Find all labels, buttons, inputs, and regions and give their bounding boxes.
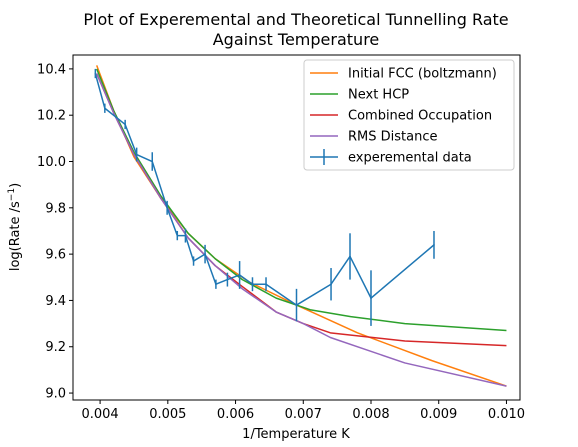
data-point xyxy=(124,123,126,126)
data-point xyxy=(433,244,435,246)
axes-ticks: 0.004 0.005 0.006 0.007 0.008 0.009 0.010 9.0 9.… xyxy=(37,62,525,422)
series-line-rms-distance xyxy=(96,73,507,387)
y-axis-label-superscript: −1 xyxy=(7,188,17,201)
x-tick-label: 0.005 xyxy=(149,407,186,422)
x-tick-label: 0.010 xyxy=(488,407,525,422)
legend-label: Initial FCC (boltzmann) xyxy=(348,67,497,82)
legend-frame xyxy=(303,59,515,171)
y-tick-label: 9.6 xyxy=(45,248,66,263)
series-line-next-hcp xyxy=(96,68,507,332)
legend-label: Next HCP xyxy=(348,88,409,103)
data-point xyxy=(349,255,351,258)
legend: Initial FCC (boltzmann) Next HCP Combined … xyxy=(303,59,515,171)
x-tick-label: 0.008 xyxy=(352,407,389,422)
data-point xyxy=(184,234,187,237)
legend-label: experemental data xyxy=(348,151,472,166)
data-point xyxy=(226,278,229,281)
legend-label: Combined Occupation xyxy=(348,109,492,124)
data-point xyxy=(215,283,217,286)
x-tick-label: 0.007 xyxy=(285,407,322,422)
data-point xyxy=(295,304,298,306)
chart-title-line-1: Plot of Experemental and Theoretical Tun… xyxy=(83,10,508,29)
y-tick-label: 9.2 xyxy=(45,340,66,355)
data-point xyxy=(370,297,372,299)
y-tick-label: 9.0 xyxy=(45,387,66,402)
data-point xyxy=(166,207,168,209)
data-point xyxy=(204,253,206,255)
chart-title-line-2: Against Temperature xyxy=(213,30,380,49)
series-line-experemental-data xyxy=(94,73,435,306)
x-tick-label: 0.006 xyxy=(217,407,254,422)
y-axis-label-close: ) xyxy=(8,183,23,188)
x-tick-label: 0.004 xyxy=(81,407,118,422)
data-point xyxy=(151,160,154,163)
data-point xyxy=(265,283,267,286)
data-point xyxy=(330,283,332,286)
y-tick-label: 9.4 xyxy=(45,294,66,309)
legend-items: Initial FCC (boltzmann) Next HCP Combined … xyxy=(310,67,497,166)
y-axis-label: log(Rate /s−1) xyxy=(7,183,23,271)
y-axis-label-main: log(Rate /s xyxy=(8,201,23,271)
y-tick-label: 10.2 xyxy=(37,109,66,124)
axes-frame xyxy=(72,54,521,401)
data-point xyxy=(135,153,138,156)
data-point xyxy=(94,72,97,75)
y-tick-label: 10.0 xyxy=(37,155,66,170)
data-point xyxy=(176,234,179,237)
y-tick-label: 9.8 xyxy=(45,201,66,216)
legend-label: RMS Distance xyxy=(348,130,437,145)
data-point xyxy=(192,260,195,262)
x-axis-label: 1/Temperature K xyxy=(242,427,350,442)
data-point xyxy=(251,283,254,286)
data-point xyxy=(238,274,241,276)
data-point xyxy=(104,107,106,110)
plot-area xyxy=(94,65,507,387)
x-tick-label: 0.009 xyxy=(420,407,457,422)
y-tick-label: 10.4 xyxy=(37,62,66,77)
